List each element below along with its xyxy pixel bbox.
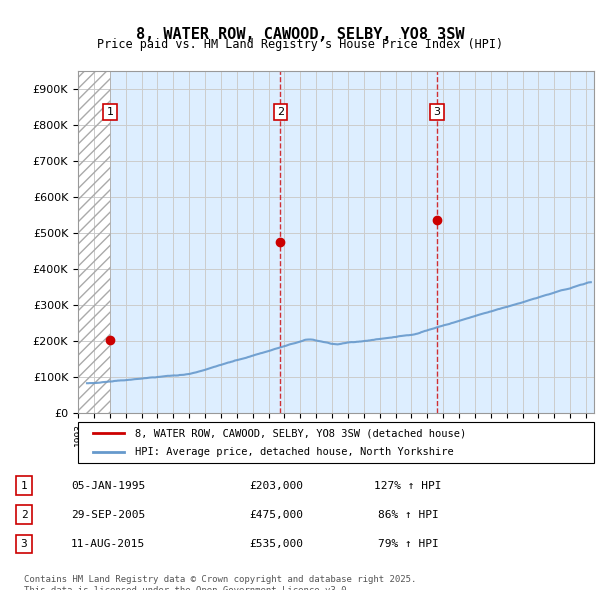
Text: Contains HM Land Registry data © Crown copyright and database right 2025.
This d: Contains HM Land Registry data © Crown c… <box>24 575 416 590</box>
Text: £203,000: £203,000 <box>249 480 303 490</box>
Bar <box>78 71 110 413</box>
Text: 86% ↑ HPI: 86% ↑ HPI <box>377 510 439 520</box>
FancyBboxPatch shape <box>78 422 594 463</box>
Text: £475,000: £475,000 <box>249 510 303 520</box>
Text: 3: 3 <box>20 539 28 549</box>
Text: 79% ↑ HPI: 79% ↑ HPI <box>377 539 439 549</box>
Text: HPI: Average price, detached house, North Yorkshire: HPI: Average price, detached house, Nort… <box>135 447 454 457</box>
Text: 29-SEP-2005: 29-SEP-2005 <box>71 510 145 520</box>
Text: 11-AUG-2015: 11-AUG-2015 <box>71 539 145 549</box>
Text: 2: 2 <box>20 510 28 520</box>
Text: 3: 3 <box>433 107 440 117</box>
Text: 05-JAN-1995: 05-JAN-1995 <box>71 480 145 490</box>
Text: £535,000: £535,000 <box>249 539 303 549</box>
Text: 8, WATER ROW, CAWOOD, SELBY, YO8 3SW (detached house): 8, WATER ROW, CAWOOD, SELBY, YO8 3SW (de… <box>135 428 466 438</box>
Text: 1: 1 <box>20 480 28 490</box>
Text: 2: 2 <box>277 107 284 117</box>
Text: 1: 1 <box>106 107 113 117</box>
Text: 127% ↑ HPI: 127% ↑ HPI <box>374 480 442 490</box>
Bar <box>78 71 110 413</box>
Text: 8, WATER ROW, CAWOOD, SELBY, YO8 3SW: 8, WATER ROW, CAWOOD, SELBY, YO8 3SW <box>136 27 464 41</box>
Text: Price paid vs. HM Land Registry's House Price Index (HPI): Price paid vs. HM Land Registry's House … <box>97 38 503 51</box>
